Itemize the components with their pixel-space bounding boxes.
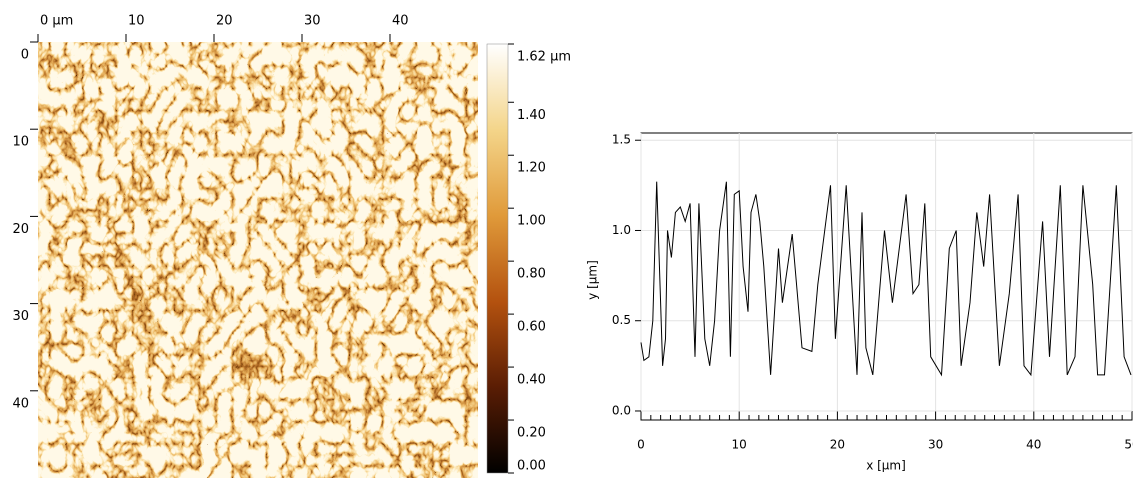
x-tick-label: 20 xyxy=(216,14,233,29)
colorbar-tick-label: 1.20 xyxy=(517,161,546,176)
y-tick-label: 20 xyxy=(12,222,29,237)
y-tick-label: 0 xyxy=(21,48,29,63)
y-tick-label: 10 xyxy=(12,135,29,150)
x-tick-label: 50 xyxy=(1124,438,1133,452)
y-tick-label: 40 xyxy=(12,396,29,411)
y-tick-label: 30 xyxy=(12,309,29,324)
x-tick-label: 0 xyxy=(637,438,645,452)
y-tick-label: 1.0 xyxy=(612,223,631,237)
colorbar-tick-label: 0.80 xyxy=(517,267,546,282)
y-tick-label: 0.5 xyxy=(612,313,631,327)
colorbar-tick-label: 0.20 xyxy=(517,426,546,441)
y-tick-label: 0.0 xyxy=(612,403,631,417)
colorbar-tick-label: 0.00 xyxy=(517,459,546,474)
x-tick-label: 30 xyxy=(928,438,943,452)
x-axis-label: x [µm] xyxy=(866,459,906,473)
x-tick-label: 10 xyxy=(128,14,145,29)
x-tick-label: 30 xyxy=(304,14,321,29)
x-tick-label: 10 xyxy=(732,438,747,452)
x-tick-label: 0 µm xyxy=(40,14,73,29)
colorbar-tick-label: 1.62 µm xyxy=(517,50,571,65)
x-tick-label: 20 xyxy=(830,438,845,452)
profile-line xyxy=(640,181,1132,377)
colorbar xyxy=(486,43,509,474)
afm-image xyxy=(38,42,478,478)
colorbar-tick-label: 1.00 xyxy=(517,214,546,229)
colorbar-tick-label: 0.60 xyxy=(517,320,546,335)
colorbar-tick-label: 0.40 xyxy=(517,373,546,388)
x-tick-label: 40 xyxy=(1026,438,1041,452)
y-axis-label: y [µm] xyxy=(586,260,600,300)
x-tick-label: 40 xyxy=(392,14,409,29)
colorbar-tick-label: 1.40 xyxy=(517,108,546,123)
plot-frame xyxy=(640,132,1133,421)
y-tick-label: 1.5 xyxy=(612,133,631,147)
